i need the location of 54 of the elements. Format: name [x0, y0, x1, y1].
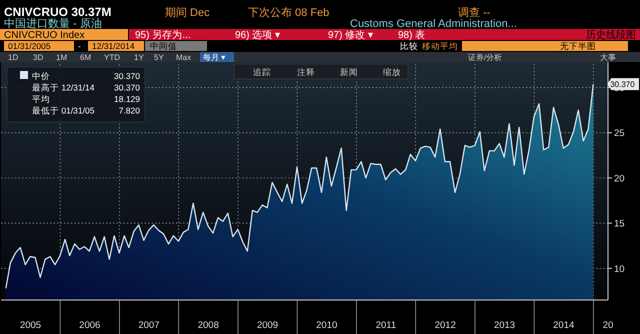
- x-tick-label: 20: [602, 320, 614, 331]
- chart-title: 中国进口数量 - 原油: [4, 17, 102, 30]
- last-value: 30.370: [607, 78, 639, 90]
- x-tick-label: 2005: [20, 320, 42, 331]
- y-tick-label: 25: [614, 128, 625, 140]
- text: 12/31/2014: [92, 41, 135, 51]
- x-tick-label: 2007: [138, 320, 160, 331]
- text: 证券/分析: [468, 53, 502, 62]
- text: 1M: [56, 53, 68, 62]
- text: CNIVCRUO 30.37M: [4, 5, 112, 19]
- text: 期间 Dec: [165, 7, 210, 19]
- text: 历史线段图: [586, 30, 636, 41]
- x-tick-label: 2010: [316, 320, 338, 331]
- x-tick-label: 2013: [494, 320, 516, 331]
- y-tick-label: 10: [614, 264, 625, 275]
- text: 1Y: [134, 53, 144, 62]
- legend-label: 中价: [32, 71, 50, 81]
- text: 3D: [33, 53, 44, 62]
- annotation: 新闻: [340, 67, 358, 77]
- x-tick-label: 2012: [434, 320, 456, 331]
- x-tick-label: 2006: [79, 320, 100, 331]
- text: 98) 表: [398, 30, 426, 41]
- annotation: 注释: [297, 67, 315, 77]
- text: 每月 ▾: [203, 53, 226, 62]
- text: 6M: [80, 53, 92, 62]
- annotation: 追踪: [253, 67, 271, 77]
- text: CNIVCRUO Index: [4, 30, 85, 41]
- text: 中间值: [150, 41, 177, 51]
- text: 1D: [8, 53, 18, 62]
- x-tick-label: 2009: [256, 320, 278, 331]
- text: 移动平均: [422, 41, 458, 51]
- text: 97) 修改 ▾: [328, 30, 374, 41]
- text: 5Y: [154, 53, 164, 62]
- text: 下次公布 08 Feb: [248, 7, 330, 19]
- legend: 中价 30.370 最高于 12/31/14 30.370 平均 18.129 最低于 01/31/05 7.820: [6, 66, 146, 122]
- text: YTD: [104, 53, 120, 62]
- y-tick-label: 15: [614, 218, 625, 230]
- text: -: [78, 41, 81, 51]
- text: 比较: [400, 41, 418, 51]
- text: 大事: [600, 53, 616, 62]
- chart-subtitle: Customs General Administration...: [350, 18, 517, 30]
- text: Max: [176, 53, 192, 62]
- x-tick-label: 2008: [198, 320, 219, 331]
- text: 无下半图: [560, 41, 596, 51]
- text: 96) 选项 ▾: [235, 30, 280, 41]
- text: 调查 --: [458, 7, 490, 19]
- annotation: 30.370: [610, 80, 636, 90]
- annotation: 30.370: [114, 71, 140, 81]
- x-tick-label: 2011: [376, 320, 396, 331]
- text: 95) 另存为...: [135, 30, 191, 41]
- x-tick-label: 2014: [553, 320, 574, 331]
- text: 01/31/2005: [8, 41, 51, 51]
- y-tick-label: 20: [614, 173, 625, 184]
- annotation: 缩放: [383, 67, 401, 77]
